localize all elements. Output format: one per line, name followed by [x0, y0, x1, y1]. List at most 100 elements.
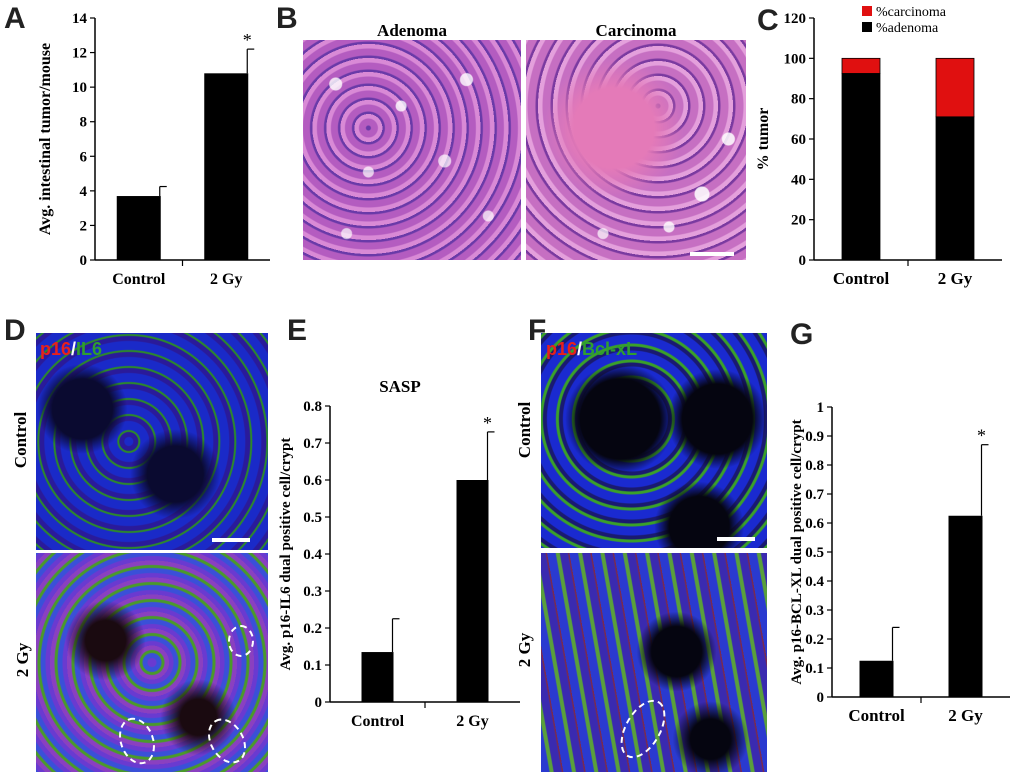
y-tick-label: 0.5: [805, 545, 824, 561]
if-image-bclxl-control: [541, 333, 767, 548]
bar: [116, 196, 161, 260]
legend-swatch: [862, 6, 872, 16]
positive-cell-circle: [611, 692, 675, 766]
x-tick-label: 2 Gy: [210, 271, 242, 288]
significance-marker: *: [977, 426, 986, 446]
legend-label: %adenoma: [876, 21, 939, 36]
bar-adenoma: [841, 73, 881, 261]
legend-label: %carcinoma: [876, 5, 947, 20]
stain-label-green: IL6: [76, 339, 103, 359]
y-tick-label: 0.8: [303, 399, 322, 415]
y-tick-label: 40: [791, 172, 806, 188]
panel-letter-e: E: [287, 314, 308, 347]
y-tick-label: 0.7: [805, 487, 824, 503]
y-axis-label: Avg. intestinal tumor/mouse: [37, 43, 54, 235]
histology-image-adenoma: [303, 40, 521, 260]
chart-c: 0 20 40 60 80 100 120 Control 2 Gy % tumor %carcin…: [755, 5, 1002, 288]
panel-letter-d: D: [4, 314, 26, 347]
bar: [456, 480, 489, 702]
condition-label-2gy: 2 Gy: [515, 632, 534, 668]
y-tick-label: 10: [72, 80, 87, 96]
y-tick-label: 0: [817, 690, 825, 706]
y-tick-label: 0: [799, 253, 807, 269]
scale-bar: [717, 537, 755, 541]
y-tick-label: 0.4: [303, 547, 322, 563]
y-tick-label: 4: [80, 184, 88, 200]
scale-bar: [212, 538, 250, 542]
y-axis-label: Avg. p16-IL6 dual positive cell/crypt: [278, 438, 294, 671]
y-tick-label: 0: [80, 253, 88, 269]
legend-swatch: [862, 22, 872, 32]
y-tick-label: 0.7: [303, 436, 322, 452]
y-tick-label: 120: [784, 11, 807, 27]
stain-label-sep: /: [71, 339, 77, 359]
panel-letter-c: C: [757, 4, 779, 37]
x-tick-label: 2 Gy: [938, 269, 973, 288]
y-tick-label: 6: [80, 149, 88, 165]
chart-a: 0 2 4 6 8 10 12 14 Control 2 Gy * Avg. intestinal t…: [37, 11, 270, 288]
y-tick-label: 0.5: [303, 510, 322, 526]
x-tick-label: Control: [848, 706, 905, 725]
stain-label-f: p16/Bcl-xL: [546, 339, 637, 360]
chart-title: SASP: [379, 377, 421, 396]
y-tick-label: 100: [784, 51, 807, 67]
positive-cell-circle: [112, 712, 162, 770]
x-tick-label: 2 Gy: [948, 706, 983, 725]
bar: [948, 515, 983, 697]
y-tick-label: 2: [80, 218, 88, 234]
bar: [859, 660, 894, 697]
y-tick-label: 0.9: [805, 429, 824, 445]
stain-label-d: p16/IL6: [40, 339, 102, 360]
x-tick-label: Control: [112, 271, 166, 288]
panel-letter-b: B: [276, 2, 298, 35]
x-tick-label: Control: [833, 269, 890, 288]
condition-label-2gy: 2 Gy: [13, 642, 32, 678]
stain-label-red: p16: [40, 339, 72, 359]
y-tick-label: 0.3: [303, 584, 322, 600]
y-tick-label: 0.6: [303, 473, 322, 489]
y-tick-label: 80: [791, 92, 806, 108]
panel-letter-a: A: [4, 2, 26, 35]
y-tick-label: 0.2: [805, 632, 824, 648]
y-tick-label: 0.8: [805, 458, 824, 474]
if-image-bclxl-2gy: [541, 553, 767, 772]
x-tick-label: 2 Gy: [456, 713, 488, 730]
chart-e: 0 0.1 0.2 0.3 0.4 0.5 0.6 0.7 0.8 Control 2 Gy * Avg…: [278, 377, 520, 730]
panel-letter-g: G: [790, 318, 814, 351]
stain-label-green: Bcl-xL: [582, 339, 638, 359]
y-tick-label: 0: [315, 695, 323, 711]
significance-marker: *: [243, 30, 252, 50]
histology-image-carcinoma: [526, 40, 746, 260]
y-tick-label: 12: [72, 46, 87, 62]
y-tick-label: 0.3: [805, 603, 824, 619]
y-tick-label: 0.4: [805, 574, 824, 590]
y-tick-label: 1: [817, 400, 825, 416]
if-image-il6-control: [36, 333, 268, 550]
y-tick-label: 14: [72, 11, 88, 27]
y-axis-label: % tumor: [755, 108, 772, 171]
significance-marker: *: [483, 413, 492, 433]
positive-cell-circle: [228, 625, 254, 657]
y-tick-label: 0.1: [805, 661, 824, 677]
bar-carcinoma: [841, 57, 881, 74]
condition-label-control: Control: [11, 411, 30, 469]
bar: [204, 73, 249, 260]
y-tick-label: 20: [791, 213, 806, 229]
x-tick-label: Control: [351, 713, 405, 730]
stain-label-red: p16: [546, 339, 578, 359]
positive-cell-circle: [200, 711, 254, 771]
y-tick-label: 0.6: [805, 516, 824, 532]
y-tick-label: 0.1: [303, 658, 322, 674]
histology-title-adenoma: Adenoma: [377, 21, 447, 40]
bar-adenoma: [935, 116, 975, 261]
chart-g: 0 0.1 0.2 0.3 0.4 0.5 0.6 0.7 0.8 0.9 1 Control 2 Gy…: [789, 400, 1010, 725]
y-tick-label: 8: [80, 115, 88, 131]
bar: [361, 652, 394, 702]
if-image-il6-2gy: [36, 553, 268, 772]
stain-label-sep: /: [577, 339, 583, 359]
condition-label-control: Control: [515, 401, 534, 459]
y-tick-label: 60: [791, 132, 806, 148]
y-tick-label: 0.2: [303, 621, 322, 637]
bar-carcinoma: [935, 57, 975, 118]
scale-bar: [690, 252, 734, 256]
